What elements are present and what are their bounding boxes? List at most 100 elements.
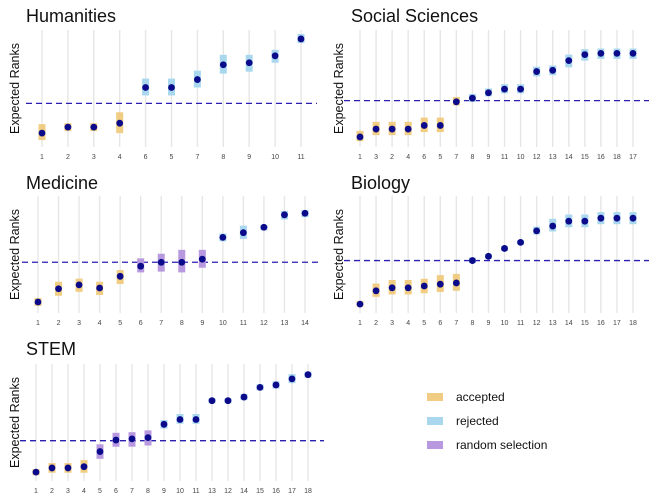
x-tick-label: 10 <box>501 320 509 327</box>
data-point <box>581 51 589 58</box>
x-tick-label: 1 <box>34 488 38 495</box>
data-point <box>372 287 380 295</box>
data-point <box>32 468 40 476</box>
x-tick-label: 17 <box>629 154 637 161</box>
x-tick-label: 6 <box>438 320 442 327</box>
data-point <box>485 252 492 260</box>
data-point <box>256 383 264 391</box>
data-point <box>281 211 288 219</box>
data-point <box>128 435 136 443</box>
x-tick-label: 15 <box>581 154 589 161</box>
data-point <box>549 66 557 74</box>
data-point <box>533 227 541 235</box>
data-point <box>420 122 428 129</box>
x-tick-label: 6 <box>422 154 426 161</box>
x-tick-label: 9 <box>162 488 166 495</box>
y-axis-label: Expected Ranks <box>332 209 346 300</box>
x-tick-label: 4 <box>98 320 102 327</box>
x-tick-label: 3 <box>66 488 70 495</box>
data-point <box>436 280 444 288</box>
data-point <box>90 123 98 131</box>
data-point <box>38 129 46 137</box>
x-tick-label: 13 <box>281 320 289 327</box>
x-tick-label: 13 <box>549 154 557 161</box>
data-point <box>613 214 621 222</box>
data-point <box>420 282 428 290</box>
x-tick-label: 9 <box>487 320 491 327</box>
x-tick-label: 3 <box>77 320 81 327</box>
x-tick-label: 5 <box>98 488 102 495</box>
legend-swatch-accepted <box>427 393 443 401</box>
panel-title: STEM <box>26 339 76 359</box>
x-tick-label: 10 <box>271 154 279 161</box>
data-point <box>565 217 573 225</box>
x-tick-label: 13 <box>549 320 557 327</box>
x-tick-label: 11 <box>297 154 304 161</box>
data-point <box>219 61 227 69</box>
data-point <box>436 122 444 129</box>
data-point <box>34 298 42 306</box>
data-point <box>388 284 396 292</box>
x-tick-label: 6 <box>114 488 118 495</box>
panel-title: Medicine <box>26 173 98 193</box>
x-tick-label: 8 <box>146 488 150 495</box>
legend-swatch-rejected <box>427 417 443 425</box>
data-point <box>629 49 637 57</box>
data-point <box>404 125 412 133</box>
x-tick-label: 10 <box>176 488 184 495</box>
x-tick-label: 5 <box>118 320 122 327</box>
x-tick-label: 14 <box>565 320 573 327</box>
x-tick-label: 7 <box>454 154 458 161</box>
x-tick-label: 9 <box>200 320 204 327</box>
x-tick-label: 17 <box>288 488 296 495</box>
panel-title: Biology <box>351 173 410 193</box>
x-tick-label: 11 <box>501 154 508 161</box>
data-point <box>613 49 621 57</box>
data-point <box>240 393 248 401</box>
data-point <box>304 371 312 379</box>
x-tick-label: 7 <box>454 320 458 327</box>
x-tick-label: 4 <box>118 154 122 161</box>
data-point <box>194 76 201 83</box>
legend-label-random-selection: random selection <box>456 438 547 452</box>
data-point <box>597 49 605 57</box>
legend-label-rejected: rejected <box>456 414 499 428</box>
x-tick-label: 5 <box>170 154 174 161</box>
x-tick-label: 18 <box>629 320 637 327</box>
x-tick-label: 6 <box>144 154 148 161</box>
data-point <box>565 57 573 65</box>
x-tick-label: 6 <box>139 320 143 327</box>
data-point <box>272 381 280 389</box>
x-tick-label: 16 <box>272 488 280 495</box>
x-tick-label: 14 <box>240 488 248 495</box>
x-tick-label: 3 <box>92 154 96 161</box>
data-point <box>160 420 168 428</box>
x-tick-label: 14 <box>301 320 309 327</box>
data-point <box>96 448 104 455</box>
data-point <box>501 85 508 93</box>
x-tick-label: 12 <box>533 154 541 161</box>
data-point <box>144 434 152 442</box>
x-tick-label: 9 <box>247 154 251 161</box>
data-point <box>112 436 120 444</box>
x-tick-label: 2 <box>390 154 394 161</box>
data-point <box>581 217 589 225</box>
x-tick-label: 16 <box>597 154 605 161</box>
x-tick-label: 18 <box>613 154 621 161</box>
x-tick-label: 1 <box>40 154 44 161</box>
x-tick-label: 12 <box>260 320 268 327</box>
data-point <box>452 98 460 106</box>
x-tick-label: 3 <box>390 320 394 327</box>
data-point <box>452 279 460 287</box>
x-tick-label: 3 <box>374 154 378 161</box>
data-point <box>224 397 232 405</box>
data-point <box>75 281 83 289</box>
x-tick-label: 12 <box>533 320 541 327</box>
x-tick-label: 8 <box>180 320 184 327</box>
x-tick-label: 11 <box>192 488 199 495</box>
data-point <box>485 89 492 97</box>
x-tick-label: 2 <box>50 488 54 495</box>
data-point <box>48 464 56 472</box>
